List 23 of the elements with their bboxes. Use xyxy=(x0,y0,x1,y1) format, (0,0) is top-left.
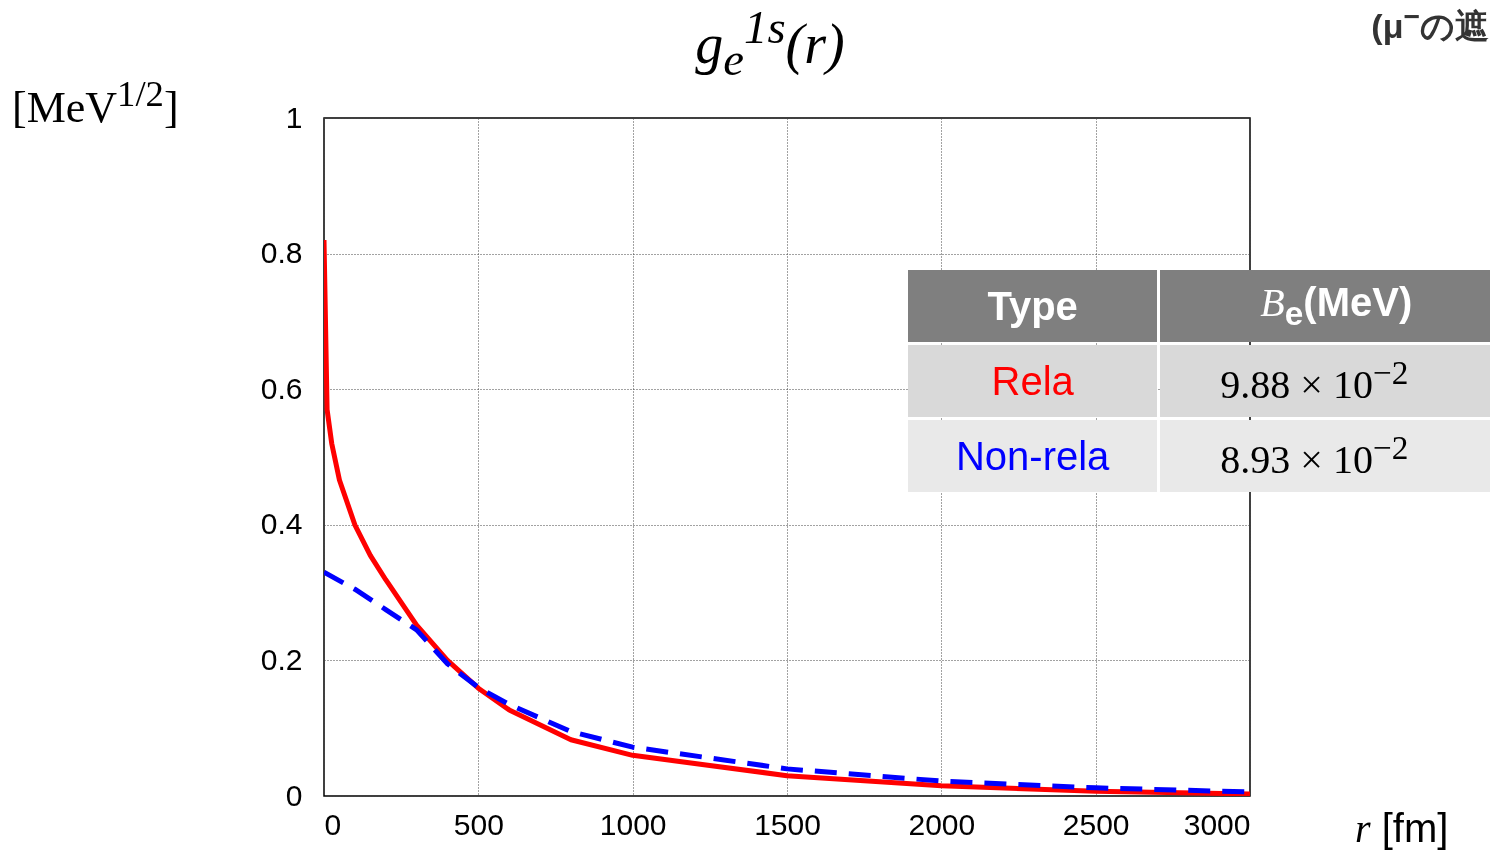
y-tick-label: 0.2 xyxy=(260,642,303,676)
x-tick-label: 1500 xyxy=(754,807,821,841)
x-tick-label: 2500 xyxy=(1062,807,1130,841)
chart-title: g$_{e}$$^{1s}$(r) xyxy=(695,1,845,85)
text: B$_{e}$(MeV) xyxy=(1260,280,1413,332)
text: (μ$^{−}$の遮 xyxy=(1371,0,1489,48)
y-tick-label: 0.6 xyxy=(260,371,303,405)
y-axis-title: [MeV$^{1/2}$] xyxy=(12,72,179,133)
annotation: 8.93 × 10$^{−2}$ xyxy=(1160,420,1490,492)
y-tick-label: 0 xyxy=(285,778,303,812)
x-tick-label: 1000 xyxy=(599,807,667,841)
y-tick-label: 1 xyxy=(285,100,303,134)
y-tick-label: 0.8 xyxy=(260,236,303,270)
text: Rela xyxy=(991,358,1074,403)
y-tick-label: 0.4 xyxy=(260,507,303,541)
x-tick-label: 3000 xyxy=(1183,807,1251,841)
text: Non-rela xyxy=(955,433,1110,478)
x-axis-title: r [fm] xyxy=(1355,805,1449,852)
x-tick-label: 500 xyxy=(453,807,504,841)
annotation: 9.88 × 10$^{−2}$ xyxy=(1160,345,1490,417)
legend-title: Type xyxy=(908,270,1158,342)
x-tick-label: 2000 xyxy=(908,807,976,841)
x-tick-label: 0 xyxy=(324,807,342,841)
